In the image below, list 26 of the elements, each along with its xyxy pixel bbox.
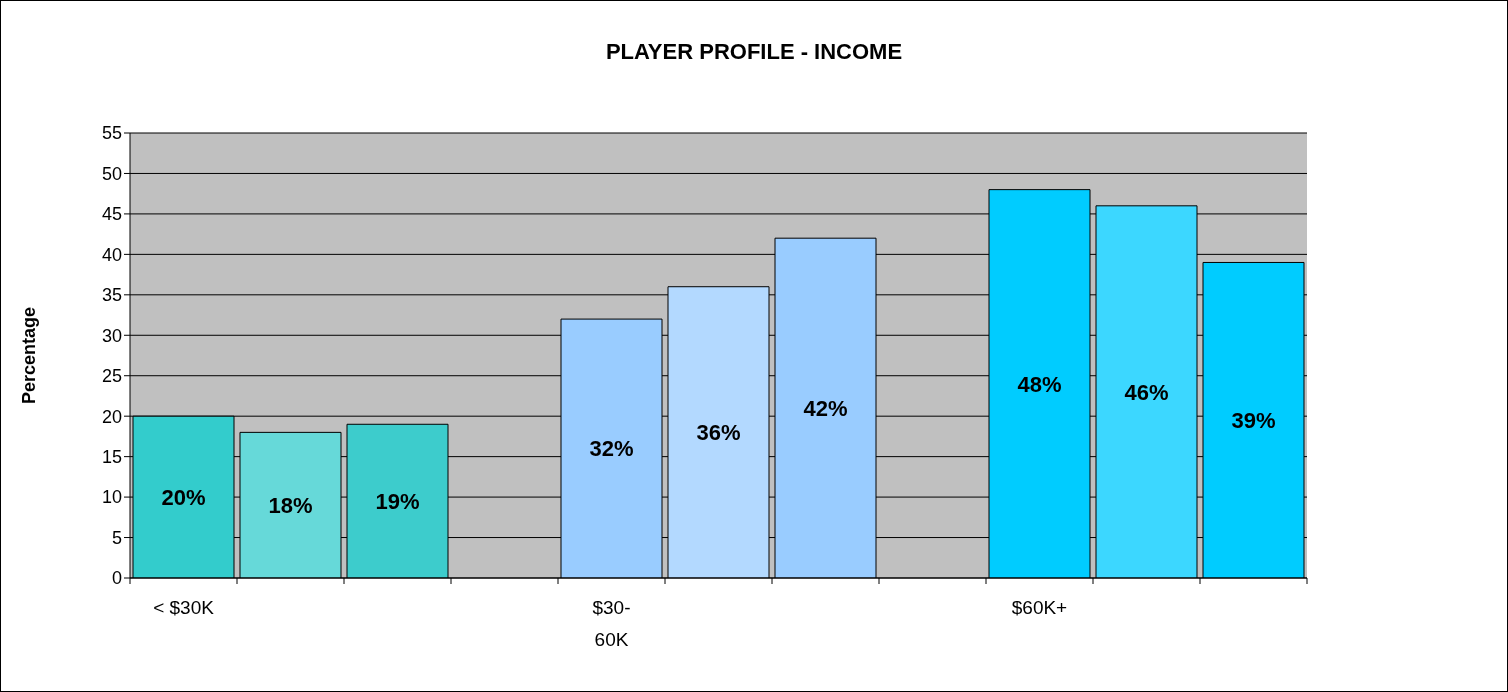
y-tick-label: 5 (111, 527, 122, 548)
x-tick-label: $60K+ (1011, 597, 1068, 618)
data-label: 46% (1124, 379, 1169, 405)
y-tick-label: 50 (101, 163, 122, 184)
y-tick-label: 30 (101, 325, 122, 346)
y-tick-label: 20 (101, 406, 122, 427)
y-tick-label: 25 (101, 366, 122, 387)
y-tick-label: 40 (101, 244, 122, 265)
x-tick-label: $30-60K (592, 597, 631, 650)
y-tick-label: 45 (101, 204, 122, 225)
x-tick-label: < $30K (153, 597, 215, 618)
y-tick-label: 55 (101, 123, 122, 144)
y-tick-label: 0 (111, 568, 122, 589)
data-label: 48% (1017, 371, 1062, 397)
y-tick-label: 15 (101, 447, 122, 468)
data-label: 32% (589, 436, 634, 462)
data-label: 18% (268, 492, 313, 518)
data-label: 19% (375, 488, 420, 514)
y-axis-title: Percentage (19, 306, 40, 405)
chart-title: PLAYER PROFILE - INCOME (604, 39, 904, 65)
y-tick-label: 35 (101, 285, 122, 306)
data-label: 42% (803, 395, 848, 421)
y-tick-label: 10 (101, 487, 122, 508)
data-label: 20% (161, 484, 206, 510)
data-label: 39% (1231, 408, 1276, 434)
data-label: 36% (696, 420, 741, 446)
